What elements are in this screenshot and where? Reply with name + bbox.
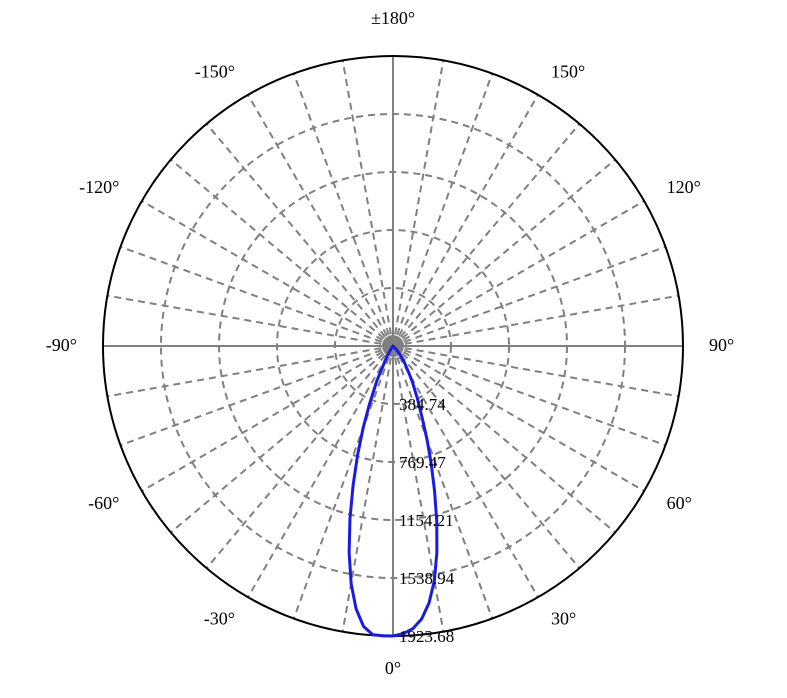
angle-tick-label: 120° bbox=[667, 177, 701, 197]
angle-tick-label: -150° bbox=[195, 61, 235, 81]
radial-tick-label: 769.47 bbox=[399, 453, 446, 472]
angle-tick-label: -30° bbox=[204, 609, 235, 629]
angle-tick-label: -120° bbox=[79, 177, 119, 197]
radial-tick-label: 384.74 bbox=[399, 395, 446, 414]
angle-tick-label: 150° bbox=[551, 61, 585, 81]
angle-spoke bbox=[248, 346, 393, 597]
radial-tick-label: 1923.68 bbox=[399, 627, 454, 646]
angle-spoke bbox=[393, 95, 538, 346]
angle-tick-label: 60° bbox=[667, 493, 692, 513]
angle-tick-label: 90° bbox=[709, 335, 734, 355]
angle-tick-label: -60° bbox=[88, 493, 119, 513]
angle-spoke bbox=[393, 201, 644, 346]
angle-tick-label: 30° bbox=[551, 609, 576, 629]
angle-spoke bbox=[248, 95, 393, 346]
angle-spoke bbox=[142, 201, 393, 346]
angle-tick-label: ±180° bbox=[371, 8, 415, 28]
angle-tick-label: -90° bbox=[46, 335, 77, 355]
polar-chart: 384.74 769.47 1154.21 1538.94 1923.68 0° 30° 60… bbox=[0, 0, 787, 698]
radial-tick-label: 1154.21 bbox=[399, 511, 454, 530]
angle-tick-label: 0° bbox=[385, 658, 401, 678]
radial-tick-label: 1538.94 bbox=[399, 569, 455, 588]
